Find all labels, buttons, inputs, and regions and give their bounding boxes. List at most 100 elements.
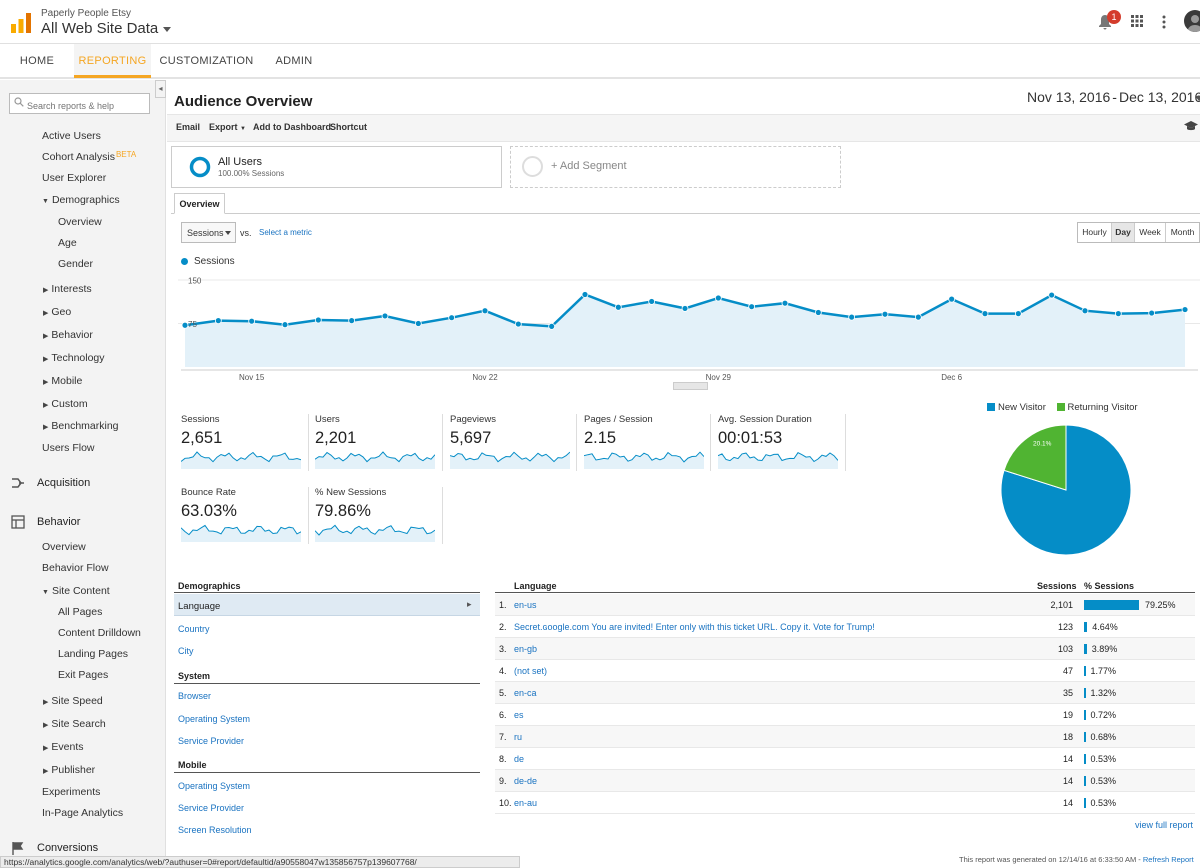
- email-button[interactable]: Email: [176, 122, 201, 132]
- sidebar-item-geo[interactable]: ▶ Geo: [43, 306, 71, 318]
- sidebar-item-behavior-flow[interactable]: Behavior Flow: [42, 562, 109, 574]
- select-metric-link[interactable]: Select a metric: [259, 228, 312, 237]
- data-point[interactable]: [1048, 291, 1056, 299]
- sidebar-item-behavior[interactable]: ▶ Behavior: [43, 329, 93, 341]
- dimension-country[interactable]: Country: [178, 624, 210, 634]
- shortcut-button[interactable]: Shortcut: [330, 122, 367, 132]
- language-link[interactable]: Secret.ɢoogle.com You are invited! Enter…: [514, 622, 875, 632]
- sidebar-item-site-speed[interactable]: ▶ Site Speed: [43, 695, 103, 707]
- sidebar-section-acquisition[interactable]: Acquisition: [37, 477, 91, 489]
- language-link[interactable]: en-au: [514, 798, 538, 808]
- data-point[interactable]: [248, 317, 256, 325]
- sidebar-item-experiments[interactable]: Experiments: [42, 786, 101, 798]
- sidebar-item-cohort-analysis[interactable]: Cohort AnalysisBETA: [42, 150, 136, 163]
- property-selector[interactable]: All Web Site Data: [41, 20, 172, 37]
- week-button[interactable]: Week: [1135, 223, 1166, 242]
- sidebar-item-interests[interactable]: ▶ Interests: [43, 283, 92, 295]
- sidebar-section-behavior[interactable]: Behavior: [37, 516, 81, 528]
- apps-grid-icon[interactable]: [1131, 15, 1143, 27]
- metric-pageviews[interactable]: Pageviews 5,697: [450, 414, 576, 469]
- tab-reporting[interactable]: REPORTING: [74, 44, 151, 78]
- tab-admin[interactable]: ADMIN: [275, 55, 313, 67]
- sidebar-section-conversions[interactable]: Conversions: [37, 842, 99, 854]
- more-vert-icon[interactable]: [1162, 15, 1166, 29]
- dimension-mobile-os[interactable]: Operating System: [178, 781, 251, 791]
- data-point[interactable]: [681, 305, 689, 312]
- tab-customization[interactable]: CUSTOMIZATION: [159, 55, 254, 67]
- add-to-dashboard-button[interactable]: Add to Dashboard: [253, 122, 331, 132]
- data-point[interactable]: [814, 309, 822, 316]
- sidebar-item-demographics[interactable]: ▼ Demographics: [42, 194, 120, 206]
- sidebar-item-active-users[interactable]: Active Users: [42, 130, 101, 142]
- sidebar-item-gender[interactable]: Gender: [58, 258, 94, 270]
- chart-expand-handle[interactable]: [673, 382, 708, 390]
- data-point[interactable]: [848, 313, 856, 321]
- search-input[interactable]: [9, 93, 150, 114]
- data-point[interactable]: [781, 299, 789, 307]
- pie-slice[interactable]: [1003, 424, 1067, 491]
- data-point[interactable]: [448, 314, 456, 322]
- avatar[interactable]: [1184, 10, 1200, 32]
- sidebar-item-site-search[interactable]: ▶ Site Search: [43, 718, 106, 730]
- data-point[interactable]: [1081, 307, 1089, 315]
- sidebar-item-benchmarking[interactable]: ▶ Benchmarking: [43, 420, 119, 432]
- sidebar-item-site-content[interactable]: ▼ Site Content: [42, 585, 110, 597]
- dimension-service-provider[interactable]: Service Provider: [178, 736, 245, 746]
- data-point[interactable]: [881, 310, 889, 318]
- graduation-cap-icon[interactable]: [1184, 121, 1198, 131]
- metric-sessions[interactable]: Sessions 2,651: [181, 414, 307, 469]
- data-point[interactable]: [948, 295, 956, 303]
- language-link[interactable]: en-gb: [514, 644, 538, 654]
- sidebar-item-events[interactable]: ▶ Events: [43, 741, 84, 753]
- sidebar-item-users-flow[interactable]: Users Flow: [42, 442, 95, 454]
- language-link[interactable]: es: [514, 710, 524, 720]
- data-point[interactable]: [1148, 309, 1156, 317]
- refresh-report-link[interactable]: Refresh Report: [1142, 855, 1194, 864]
- pie-slice[interactable]: [1000, 424, 1132, 556]
- metric-new-sessions[interactable]: % New Sessions 79.86%: [315, 487, 441, 542]
- data-point[interactable]: [548, 323, 556, 330]
- sidebar-item-user-explorer[interactable]: User Explorer: [42, 172, 107, 184]
- view-full-report-link[interactable]: view full report: [1135, 820, 1194, 830]
- hourly-button[interactable]: Hourly: [1078, 223, 1112, 242]
- sidebar-item-overview[interactable]: Overview: [58, 216, 102, 228]
- data-point[interactable]: [314, 316, 322, 324]
- sidebar-item-content-drilldown[interactable]: Content Drilldown: [58, 627, 141, 639]
- language-link[interactable]: en-us: [514, 600, 537, 610]
- data-point[interactable]: [1181, 306, 1189, 313]
- dimension-screen-resolution[interactable]: Screen Resolution: [178, 825, 252, 835]
- dimension-city[interactable]: City: [178, 646, 194, 656]
- metric-bounce-rate[interactable]: Bounce Rate 63.03%: [181, 487, 307, 542]
- data-point[interactable]: [348, 317, 356, 324]
- sidebar-item-behavior-overview[interactable]: Overview: [42, 541, 86, 553]
- data-point[interactable]: [214, 317, 222, 324]
- language-link[interactable]: en-ca: [514, 688, 537, 698]
- tab-overview[interactable]: Overview: [174, 193, 225, 214]
- data-point[interactable]: [981, 310, 989, 318]
- chevron-down-icon[interactable]: [1195, 96, 1200, 101]
- dimension-mobile-provider[interactable]: Service Provider: [178, 803, 245, 813]
- dimension-operating-system[interactable]: Operating System: [178, 714, 251, 724]
- metric-avg-session-duration[interactable]: Avg. Session Duration 00:01:53: [718, 414, 844, 469]
- language-link[interactable]: (not set): [514, 666, 548, 676]
- segment-all-users[interactable]: [171, 146, 502, 188]
- tab-home[interactable]: HOME: [19, 55, 55, 67]
- data-point[interactable]: [381, 312, 389, 320]
- metric-pages-session[interactable]: Pages / Session 2.15: [584, 414, 710, 469]
- data-point[interactable]: [514, 320, 522, 328]
- sidebar-item-age[interactable]: Age: [58, 237, 77, 249]
- data-point[interactable]: [748, 303, 756, 311]
- dimension-language[interactable]: [174, 594, 480, 616]
- month-button[interactable]: Month: [1170, 227, 1195, 237]
- data-point[interactable]: [914, 313, 922, 321]
- metric-select[interactable]: Sessions: [181, 222, 236, 243]
- data-point[interactable]: [648, 298, 656, 305]
- analytics-logo-icon[interactable]: [10, 12, 32, 34]
- metric-users[interactable]: Users 2,201: [315, 414, 441, 469]
- sidebar-item-mobile[interactable]: ▶ Mobile: [43, 375, 82, 387]
- sidebar-item-landing-pages[interactable]: Landing Pages: [58, 648, 129, 660]
- data-point[interactable]: [1014, 310, 1022, 318]
- day-button[interactable]: Day: [1112, 223, 1135, 242]
- data-point[interactable]: [481, 307, 489, 315]
- language-link[interactable]: de: [514, 754, 525, 764]
